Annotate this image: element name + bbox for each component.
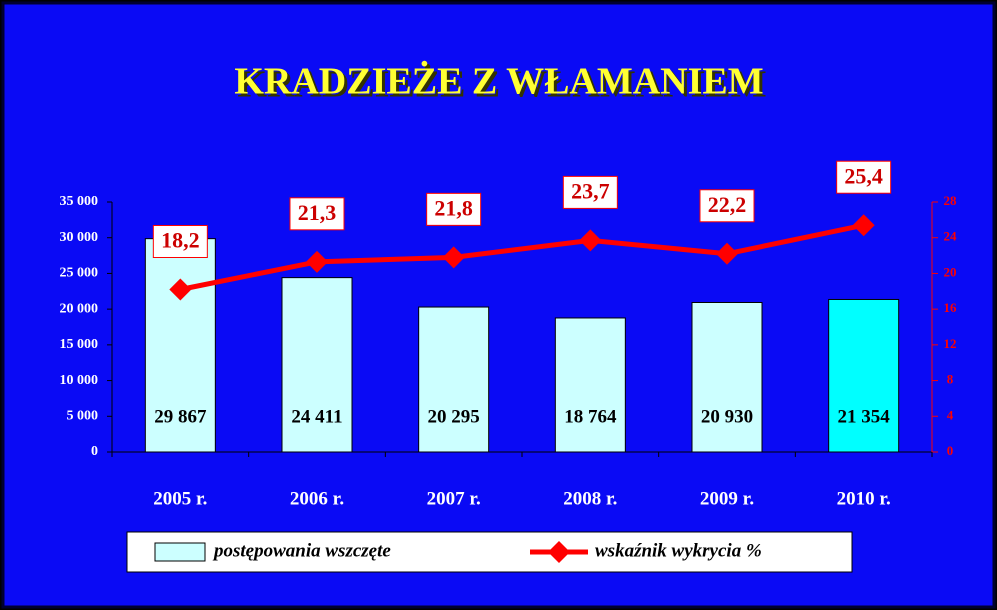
y-tick-label: 0: [91, 444, 98, 459]
line-marker: [852, 214, 875, 237]
bar: [418, 306, 490, 453]
y2-tick-label: 24: [944, 229, 958, 244]
y2-tick-label: 4: [947, 407, 954, 422]
x-tick-label: 2007 r.: [427, 488, 481, 509]
y2-tick-label: 16: [944, 300, 958, 315]
line-value-label: 23,7: [571, 178, 610, 203]
bar: [554, 317, 626, 453]
line-label-box: [426, 192, 482, 226]
bar-value-label: 29 867: [154, 406, 207, 427]
bar-value-label: 20 930: [701, 406, 753, 427]
line-label-box: [289, 197, 345, 231]
y2-tick-label: 28: [944, 193, 958, 208]
legend-box: [126, 531, 853, 573]
bar-value-label: 20 295: [428, 406, 480, 427]
line: [179, 222, 865, 292]
line-value-label: 18,2: [161, 228, 200, 253]
line-value-label: 21,3: [298, 200, 337, 225]
line-label-box: [562, 175, 618, 209]
chart-title-shadow: KRADZIEŻE Z WŁAMANIEM: [237, 64, 766, 106]
line-label-box: [836, 160, 892, 194]
y-tick-label: 10 000: [60, 373, 99, 388]
x-tick-label: 2005 r.: [153, 488, 207, 509]
legend-label: wskaźnik wykrycia %: [595, 540, 762, 561]
bar: [828, 298, 900, 453]
line-marker: [579, 229, 602, 252]
bar-value-label: 24 411: [291, 406, 342, 427]
line-marker: [306, 250, 328, 273]
y-tick-label: 5 000: [67, 409, 99, 424]
y2-tick-label: 20: [944, 264, 957, 279]
y2-tick-label: 12: [944, 336, 957, 351]
bar: [281, 277, 353, 453]
legend-marker: [548, 541, 570, 563]
y2-tick-label: 0: [947, 443, 954, 458]
bar-value-label: 18 764: [564, 406, 617, 427]
line-marker: [169, 278, 192, 301]
line-value-label: 22,2: [708, 192, 747, 217]
legend-swatch: [154, 542, 206, 562]
chart-title: KRADZIEŻE Z WŁAMANIEM: [234, 61, 763, 103]
line-value-label: 25,4: [844, 163, 883, 188]
bar: [691, 302, 763, 453]
bar: [144, 238, 216, 453]
y-tick-label: 25 000: [60, 266, 99, 281]
x-tick-label: 2009 r.: [700, 488, 754, 509]
bar-value-label: 21 354: [838, 406, 891, 427]
line-marker: [442, 246, 465, 269]
line-marker: [716, 242, 738, 265]
x-tick-label: 2008 r.: [563, 488, 617, 509]
y2-tick-label: 8: [947, 372, 954, 387]
line-label-box: [152, 225, 208, 258]
line-label-box: [699, 189, 755, 223]
y-tick-label: 35 000: [60, 194, 99, 209]
y-tick-label: 30 000: [60, 230, 99, 245]
line-value-label: 21,8: [434, 195, 473, 220]
y-tick-label: 15 000: [60, 337, 99, 352]
legend-label: postępowania wszczęte: [212, 540, 391, 561]
y-tick-label: 20 000: [60, 301, 99, 316]
x-tick-label: 2006 r.: [290, 488, 344, 509]
x-tick-label: 2010 r.: [837, 488, 891, 509]
